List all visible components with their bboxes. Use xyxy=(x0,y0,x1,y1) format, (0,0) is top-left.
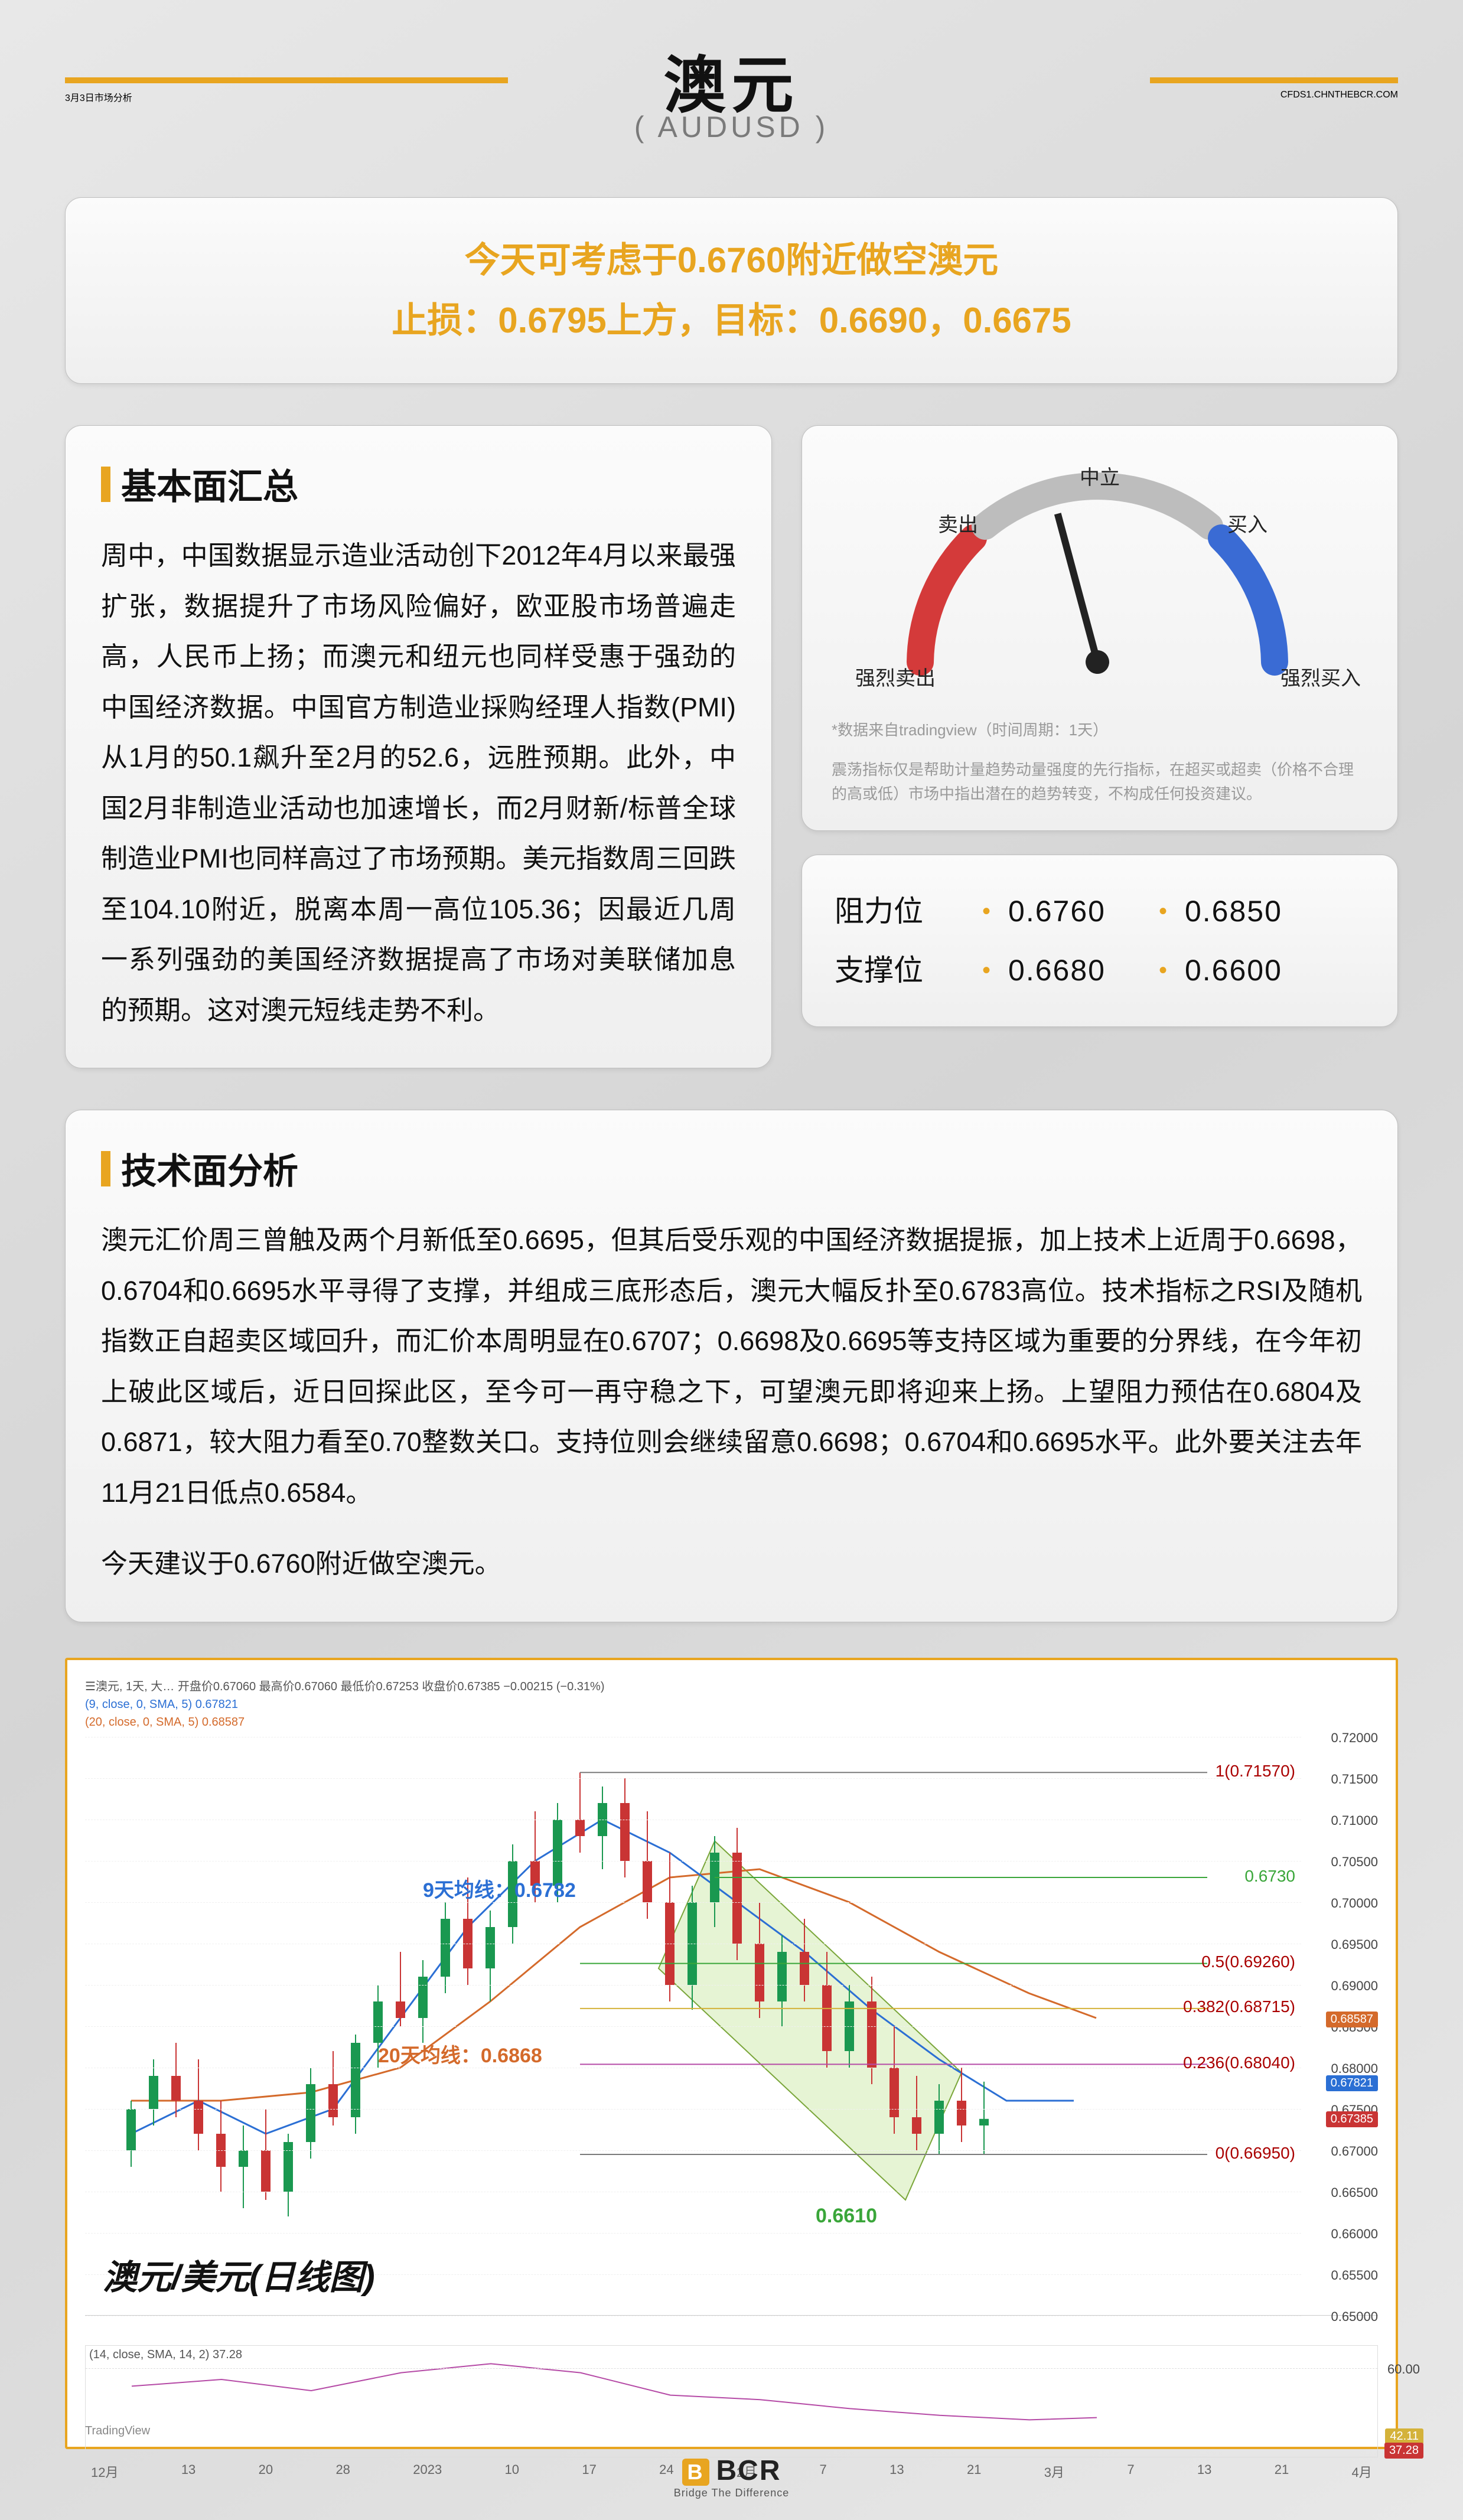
y-tick: 0.65500 xyxy=(1307,2268,1378,2283)
y-tick: 0.70500 xyxy=(1307,1854,1378,1870)
dot-icon: • xyxy=(982,947,990,994)
y-tick: 0.68000 xyxy=(1307,2061,1378,2076)
support-1: 0.6680 xyxy=(1008,941,1106,1000)
y-tick: 0.69500 xyxy=(1307,1937,1378,1952)
support-2: 0.6600 xyxy=(1185,941,1282,1000)
chart-legend-sma20: (20, close, 0, SMA, 5) 0.68587 xyxy=(85,1713,1378,1731)
fundamental-panel: 基本面汇总 周中，中国数据显示造业活动创下2012年4月以来最强扩张，数据提升了… xyxy=(65,425,772,1068)
gauge-disclaimer: 震荡指标仅是帮助计量趋势动量强度的先行指标，在超买或超卖（价格不合理的高或低）市… xyxy=(832,758,1368,807)
brand-tagline: Bridge The Difference xyxy=(0,2487,1463,2499)
fib-label: 0.6730 xyxy=(1244,1867,1295,1886)
gauge-label-strong-sell: 强烈卖出 xyxy=(855,662,936,691)
analysis-date: 3月3日市场分析 xyxy=(65,90,132,104)
y-tick: 0.70000 xyxy=(1307,1896,1378,1911)
site-url: CFDS1.CHNTHEBCR.COM xyxy=(1280,90,1398,104)
rsi-tag: 42.11 xyxy=(1385,2428,1423,2444)
levels-panel: 阻力位 • 0.6760 • 0.6850 支撑位 • 0.6680 • 0.6… xyxy=(801,855,1398,1027)
gauge-svg xyxy=(832,455,1363,692)
sentiment-gauge-panel: 强烈卖出 卖出 中立 买入 强烈买入 *数据来自tradingview（时间周期… xyxy=(801,425,1398,831)
support-label: 支撑位 xyxy=(835,941,965,1000)
chart-annotation: 0.6610 xyxy=(816,2205,877,2228)
accent-line-left xyxy=(65,77,508,83)
chart-legend-sma9: (9, close, 0, SMA, 5) 0.67821 xyxy=(85,1696,1378,1713)
y-tick: 0.66500 xyxy=(1307,2185,1378,2200)
sentiment-gauge: 强烈卖出 卖出 中立 买入 强烈买入 xyxy=(832,455,1368,703)
resistance-2: 0.6850 xyxy=(1185,882,1282,941)
bcr-logo-icon: B xyxy=(682,2459,709,2486)
support-row: 支撑位 • 0.6680 • 0.6600 xyxy=(835,941,1365,1000)
y-tick: 0.65000 xyxy=(1307,2309,1378,2325)
technical-panel: 技术面分析 澳元汇价周三曾触及两个月新低至0.6695，但其后受乐观的中国经济数… xyxy=(65,1110,1398,1622)
accent-bar-icon xyxy=(101,467,110,502)
accent-bar-icon xyxy=(101,1151,110,1186)
chart-annotation: 20天均线：0.6868 xyxy=(378,2039,542,2068)
price-tag: 0.67821 xyxy=(1326,2075,1378,2091)
chart-legend-main: ☰澳元, 1天, 大… 开盘价0.67060 最高价0.67060 最低价0.6… xyxy=(85,1678,1378,1696)
accent-line-right xyxy=(1150,77,1398,83)
trade-summary-panel: 今天可考虑于0.6760附近做空澳元 止损：0.6795上方，目标：0.6690… xyxy=(65,197,1398,384)
trade-idea-line2: 止损：0.6795上方，目标：0.6690，0.6675 xyxy=(107,291,1356,351)
chart-annotation: 9天均线：0.6782 xyxy=(423,1874,576,1903)
price-tag: 0.68587 xyxy=(1326,2012,1378,2027)
y-tick: 0.71000 xyxy=(1307,1813,1378,1828)
gauge-label-buy: 买入 xyxy=(1227,508,1268,537)
chart-legend: ☰澳元, 1天, 大… 开盘价0.67060 最高价0.67060 最低价0.6… xyxy=(85,1678,1378,1731)
right-column: 强烈卖出 卖出 中立 买入 强烈买入 *数据来自tradingview（时间周期… xyxy=(801,425,1398,1068)
gauge-label-strong-buy: 强烈买入 xyxy=(1280,662,1361,691)
rsi-ytick: 60.00 xyxy=(1387,2362,1420,2377)
fib-label: 0(0.66950) xyxy=(1216,2144,1295,2163)
y-tick: 0.69000 xyxy=(1307,1978,1378,1994)
chart-title-cn: 澳元/美元(日线图) xyxy=(103,2250,375,2299)
pair-subtitle: ( AUDUSD ) xyxy=(65,110,1398,144)
technical-conclusion: 今天建议于0.6760附近做空澳元。 xyxy=(101,1538,1362,1589)
fib-label: 0.5(0.69260) xyxy=(1201,1952,1295,1971)
gauge-label-neutral: 中立 xyxy=(1080,461,1120,490)
dot-icon: • xyxy=(1159,947,1167,994)
brand-text: BCR xyxy=(716,2455,781,2486)
trade-idea-line1: 今天可考虑于0.6760附近做空澳元 xyxy=(107,230,1356,291)
resistance-row: 阻力位 • 0.6760 • 0.6850 xyxy=(835,882,1365,941)
fundamental-title-text: 基本面汇总 xyxy=(121,458,298,510)
fib-label: 0.236(0.68040) xyxy=(1183,2053,1295,2072)
gauge-label-sell: 卖出 xyxy=(938,508,978,537)
fib-label: 1(0.71570) xyxy=(1216,1762,1295,1781)
resistance-1: 0.6760 xyxy=(1008,882,1106,941)
technical-title: 技术面分析 xyxy=(101,1143,1362,1194)
tradingview-watermark: TradingView xyxy=(85,2424,150,2438)
rsi-chart: (14, close, SMA, 14, 2) 37.28 60.0042.11… xyxy=(85,2345,1378,2457)
fib-label: 0.382(0.68715) xyxy=(1183,1997,1295,2016)
fundamental-body: 周中，中国数据显示造业活动创下2012年4月以来最强扩张，数据提升了市场风险偏好… xyxy=(101,530,736,1035)
y-tick: 0.71500 xyxy=(1307,1772,1378,1787)
fundamental-title: 基本面汇总 xyxy=(101,458,736,510)
chart-panel: ☰澳元, 1天, 大… 开盘价0.67060 最高价0.67060 最低价0.6… xyxy=(65,1658,1398,2449)
y-tick: 0.67000 xyxy=(1307,2144,1378,2159)
y-tick: 0.72000 xyxy=(1307,1730,1378,1746)
technical-body: 澳元汇价周三曾触及两个月新低至0.6695，但其后受乐观的中国经济数据提振，加上… xyxy=(101,1215,1362,1518)
technical-title-text: 技术面分析 xyxy=(121,1143,298,1194)
price-tag: 0.67385 xyxy=(1326,2111,1378,2127)
resistance-label: 阻力位 xyxy=(835,882,965,941)
price-chart: 0.720000.715000.710000.705000.700000.695… xyxy=(85,1737,1378,2316)
gauge-source: *数据来自tradingview（时间周期：1天） xyxy=(832,718,1368,743)
dot-icon: • xyxy=(982,888,990,935)
dot-icon: • xyxy=(1159,888,1167,935)
footer: B BCR Bridge The Difference xyxy=(0,2454,1463,2499)
row-fundamental-gauge: 基本面汇总 周中，中国数据显示造业活动创下2012年4月以来最强扩张，数据提升了… xyxy=(65,425,1398,1068)
y-tick: 0.66000 xyxy=(1307,2226,1378,2242)
